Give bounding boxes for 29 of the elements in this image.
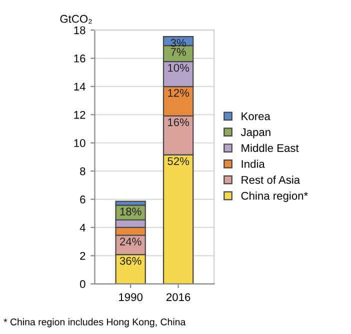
annotation: 12% (168, 88, 190, 97)
annotation: 18% (120, 208, 142, 216)
legend-label: China region* (241, 192, 308, 202)
x-tick-label: 1990 (119, 293, 142, 302)
annotation: 36% (120, 256, 142, 265)
y-tick-label: 14 (74, 82, 86, 90)
y-tick-label: 4 (80, 224, 86, 232)
y-tick-label: 8 (80, 167, 86, 176)
y-tick-label: 0 (80, 280, 86, 288)
annotation: 7% (170, 48, 186, 56)
y-tick-label: 18 (74, 26, 86, 34)
y-axis-title: GtCO₂ (60, 14, 92, 24)
annotation: 52% (168, 157, 190, 166)
annotation: 24% (120, 238, 142, 246)
x-tick-label: 2016 (166, 293, 190, 302)
y-tick-label: 6 (80, 196, 86, 204)
legend-label: Rest of Asia (242, 176, 300, 184)
y-tick-label: 12 (74, 110, 86, 119)
annotation: 3% (170, 38, 186, 47)
legend-label: India (242, 160, 265, 168)
y-tick-label: 2 (80, 252, 86, 260)
y-tick-label: 16 (74, 54, 86, 62)
annotation: 16% (168, 118, 190, 126)
text: * China region includes Hong Kong, China (4, 318, 186, 328)
legend-label: Japan (240, 128, 270, 138)
legend-label: Korea (242, 112, 270, 120)
legend-label: Middle East (242, 144, 299, 152)
y-tick-label: 10 (74, 139, 86, 148)
annotation: 10% (168, 64, 190, 72)
